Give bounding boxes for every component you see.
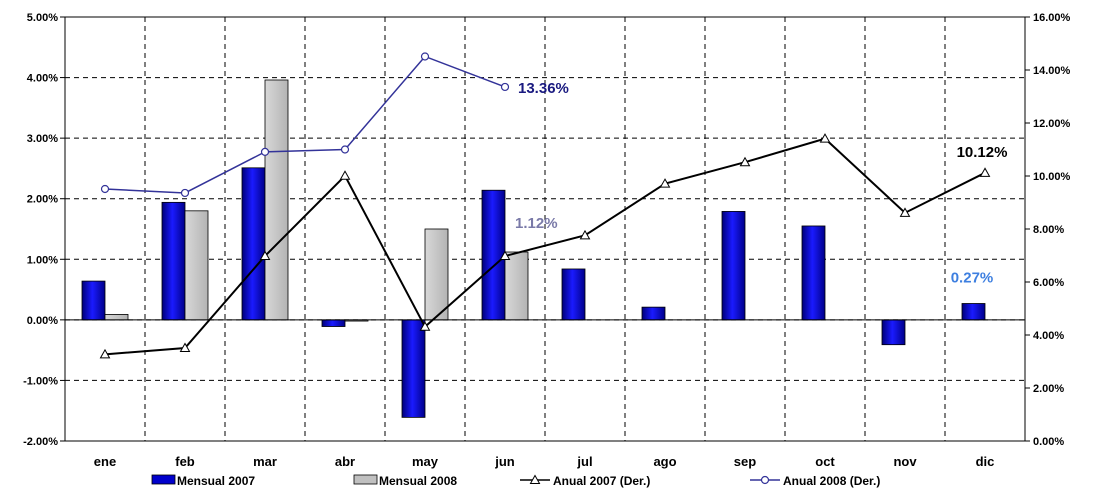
point-triangle [99, 348, 111, 359]
category-label: may [412, 454, 439, 469]
point-circle [340, 145, 350, 154]
gridlines [65, 17, 1025, 441]
category-label: ene [94, 454, 116, 469]
bar-mensual-2007 [641, 306, 666, 321]
left-tick-label: 4.00% [27, 73, 58, 85]
left-axis-ticks: -2.00% -1.00% 0.00% 1.00% 2.00% 3.00% 4.00% 5.0… [23, 12, 65, 448]
bar-mensual-2007 [161, 201, 186, 321]
bar-mensual-2007 [721, 211, 746, 321]
right-tick-label: 12.00% [1033, 118, 1071, 130]
bar-mensual-2007 [241, 167, 266, 321]
bars [81, 79, 986, 418]
category-label: oct [815, 454, 835, 469]
right-tick-label: 8.00% [1033, 224, 1064, 236]
right-tick-label: 16.00% [1033, 12, 1071, 24]
category-label: feb [175, 454, 195, 469]
left-tick-label: 0.00% [27, 315, 58, 327]
bar-mensual-2007 [801, 225, 826, 321]
bar-mensual-2007 [81, 280, 106, 321]
legend-label: Anual 2007 (Der.) [553, 474, 650, 488]
left-tick-label: 2.00% [27, 194, 58, 206]
right-tick-label: 6.00% [1033, 277, 1064, 289]
bar-mensual-2007 [961, 303, 986, 321]
point-triangle [739, 156, 751, 167]
right-tick-label: 0.00% [1033, 436, 1064, 448]
annotation-label: 1.12% [515, 215, 558, 232]
annotation-label: 0.27% [951, 270, 994, 287]
category-label: jun [494, 454, 515, 469]
point-triangle [339, 170, 351, 180]
left-tick-label: 1.00% [27, 254, 58, 266]
category-axis: ene feb mar abr may jun jul ago sep oct nov dic [94, 454, 995, 469]
point-circle [180, 188, 190, 198]
left-tick-label: -2.00% [23, 436, 58, 448]
point-triangle [499, 250, 511, 261]
category-label: mar [253, 454, 277, 469]
legend-label: Mensual 2008 [379, 474, 457, 488]
bar-mensual-2007 [401, 319, 426, 418]
category-label: nov [893, 454, 917, 469]
annotation-label: 13.36% [518, 80, 569, 97]
legend-label: Anual 2008 (Der.) [783, 474, 880, 488]
legend-marker [529, 474, 541, 484]
point-circle [500, 82, 510, 92]
bar-mensual-2008 [184, 210, 209, 321]
point-circle [100, 184, 110, 194]
point-circle [260, 147, 270, 156]
legend-swatch [353, 474, 378, 485]
legend-swatch [151, 474, 176, 485]
right-tick-label: 14.00% [1033, 65, 1071, 77]
category-label: ago [653, 454, 676, 469]
point-triangle [179, 342, 191, 352]
category-label: abr [335, 454, 355, 469]
legend-marker [760, 475, 770, 485]
bar-mensual-2007 [881, 319, 906, 346]
category-label: jul [576, 454, 592, 469]
legend: Mensual 2007 Mensual 2008 Anual 2007 (Der.… [151, 474, 880, 488]
point-circle [420, 52, 430, 61]
bar-mensual-2007 [561, 268, 586, 321]
lines [99, 52, 991, 359]
right-tick-label: 2.00% [1033, 383, 1064, 395]
annotation-label: 10.12% [957, 144, 1008, 161]
bar-mensual-2007 [321, 319, 346, 327]
point-triangle [979, 167, 991, 177]
category-label: dic [976, 454, 995, 469]
right-axis-ticks: 0.00% 2.00% 4.00% 6.00% 8.00% 10.00% 12.00% 14.… [1025, 12, 1071, 448]
left-tick-label: 3.00% [27, 133, 58, 145]
bar-mensual-2008 [504, 251, 529, 321]
right-tick-label: 4.00% [1033, 330, 1064, 342]
bar-mensual-2008 [424, 228, 449, 321]
point-triangle [659, 178, 671, 188]
line-anual-2007-der [104, 137, 986, 356]
point-triangle [899, 207, 911, 217]
bar-mensual-2008 [104, 314, 129, 321]
annotations: 13.36% 1.12% 10.12% 0.27% [515, 80, 1007, 287]
right-tick-label: 10.00% [1033, 171, 1071, 183]
point-triangle [579, 229, 591, 240]
legend-label: Mensual 2007 [177, 474, 255, 488]
left-tick-label: -1.00% [23, 375, 58, 387]
category-label: sep [734, 454, 756, 469]
bar-mensual-2007 [481, 189, 506, 321]
left-tick-label: 5.00% [27, 12, 58, 24]
point-triangle [259, 250, 271, 261]
point-triangle [419, 321, 431, 331]
bar-mensual-2008 [264, 79, 289, 321]
point-triangle [819, 133, 831, 143]
line-anual-2008-der [104, 55, 506, 194]
